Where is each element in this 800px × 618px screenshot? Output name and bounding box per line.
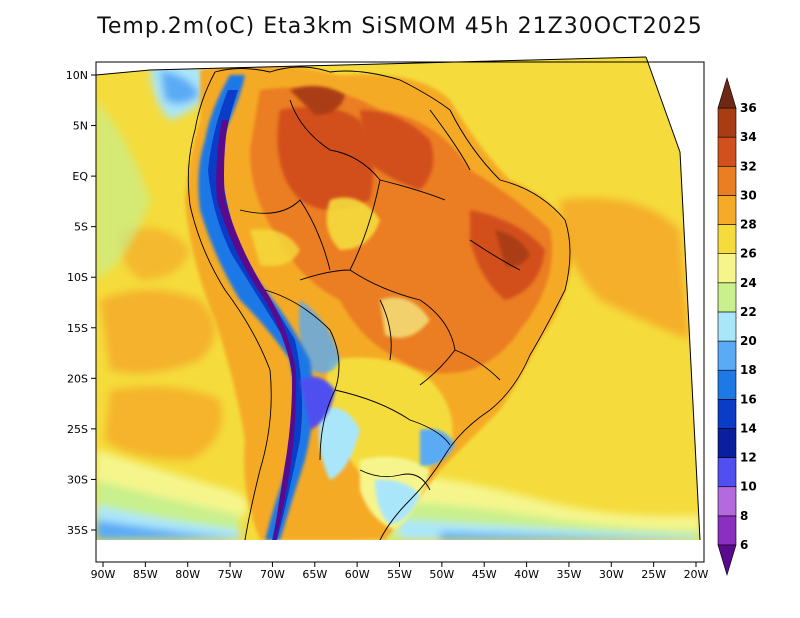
- colorbar-segment: [717, 253, 737, 284]
- y-tick-label: 10S: [67, 271, 88, 284]
- y-tick-label: 15S: [67, 322, 88, 335]
- x-tick-label: 40W: [514, 568, 539, 581]
- colorbar-label: 18: [740, 363, 757, 377]
- x-tick-label: 45W: [472, 568, 497, 581]
- x-tick-label: 60W: [345, 568, 370, 581]
- x-tick-label: 90W: [91, 568, 116, 581]
- ocean-cool-bands: [96, 60, 700, 540]
- colorbar-segment: [717, 282, 737, 313]
- colorbar-segment: [717, 399, 737, 429]
- colorbar-label: 12: [740, 451, 757, 465]
- colorbar-label: 20: [740, 334, 757, 348]
- colorbar-segment: [717, 136, 737, 167]
- colorbar-segment: [717, 224, 737, 254]
- x-tick-label: 70W: [260, 568, 285, 581]
- colorbar-label: 28: [740, 218, 757, 232]
- colorbar-over-triangle: [717, 76, 737, 109]
- land-field: [185, 63, 575, 540]
- colorbar-segment: [717, 195, 737, 225]
- colorbar-label: 14: [740, 421, 757, 435]
- y-tick-label: 5N: [73, 120, 88, 133]
- y-tick-label: 5S: [74, 221, 88, 234]
- x-tick-label: 55W: [387, 568, 412, 581]
- colorbar-segment: [717, 340, 737, 371]
- colorbar-segment: [717, 515, 737, 546]
- colorbar-segment: [717, 369, 737, 400]
- x-axis: 90W 85W 80W 75W 70W 65W 60W 55W 50W 45W 40W 35W 30W 2…: [91, 562, 709, 581]
- x-tick-label: 20W: [684, 568, 709, 581]
- x-tick-label: 85W: [133, 568, 158, 581]
- x-tick-label: 25W: [641, 568, 666, 581]
- y-axis: 10N 5N EQ 5S 10S 15S 20S 25S 30S 35S: [66, 69, 96, 537]
- map-title: Temp.2m(oC) Eta3km SiSMOM 45h 21Z30OCT20…: [97, 14, 703, 39]
- x-tick-label: 50W: [429, 568, 454, 581]
- colorbar-label: 30: [740, 188, 757, 202]
- colorbar-label: 8: [740, 509, 748, 523]
- colorbar: 6 8 10 12 14 16 18 20 22 24 26 28 30 32 34 36: [717, 76, 757, 577]
- colorbar-segment: [717, 107, 737, 138]
- colorbar-label: 6: [740, 538, 748, 552]
- y-tick-label: 25S: [67, 423, 88, 436]
- x-tick-label: 65W: [302, 568, 327, 581]
- y-tick-label: 10N: [66, 69, 88, 82]
- y-tick-label: 30S: [67, 473, 88, 486]
- colorbar-label: 22: [740, 305, 757, 319]
- colorbar-label: 32: [740, 159, 757, 173]
- colorbar-segment: [717, 428, 737, 458]
- andes-cold-ridge: [198, 75, 335, 540]
- colorbar-segment: [717, 457, 737, 488]
- colorbar-label: 34: [740, 130, 757, 144]
- colorbar-label: 10: [740, 480, 757, 494]
- temperature-field: [96, 57, 700, 540]
- colorbar-label: 16: [740, 392, 757, 406]
- ocean-warm-patches: [100, 198, 690, 460]
- y-tick-label: 20S: [67, 372, 88, 385]
- country-borders: [187, 66, 571, 540]
- colorbar-under-triangle: [717, 544, 737, 577]
- x-tick-label: 80W: [175, 568, 200, 581]
- colorbar-label: 26: [740, 247, 757, 261]
- y-tick-label: EQ: [72, 170, 88, 183]
- y-tick-label: 35S: [67, 524, 88, 537]
- colorbar-segment: [717, 165, 737, 196]
- colorbar-label: 36: [740, 101, 757, 115]
- x-tick-label: 35W: [556, 568, 581, 581]
- colorbar-label: 24: [740, 276, 757, 290]
- colorbar-segment: [717, 311, 737, 342]
- x-tick-label: 30W: [599, 568, 624, 581]
- x-tick-label: 75W: [218, 568, 243, 581]
- colorbar-segment: [717, 486, 737, 517]
